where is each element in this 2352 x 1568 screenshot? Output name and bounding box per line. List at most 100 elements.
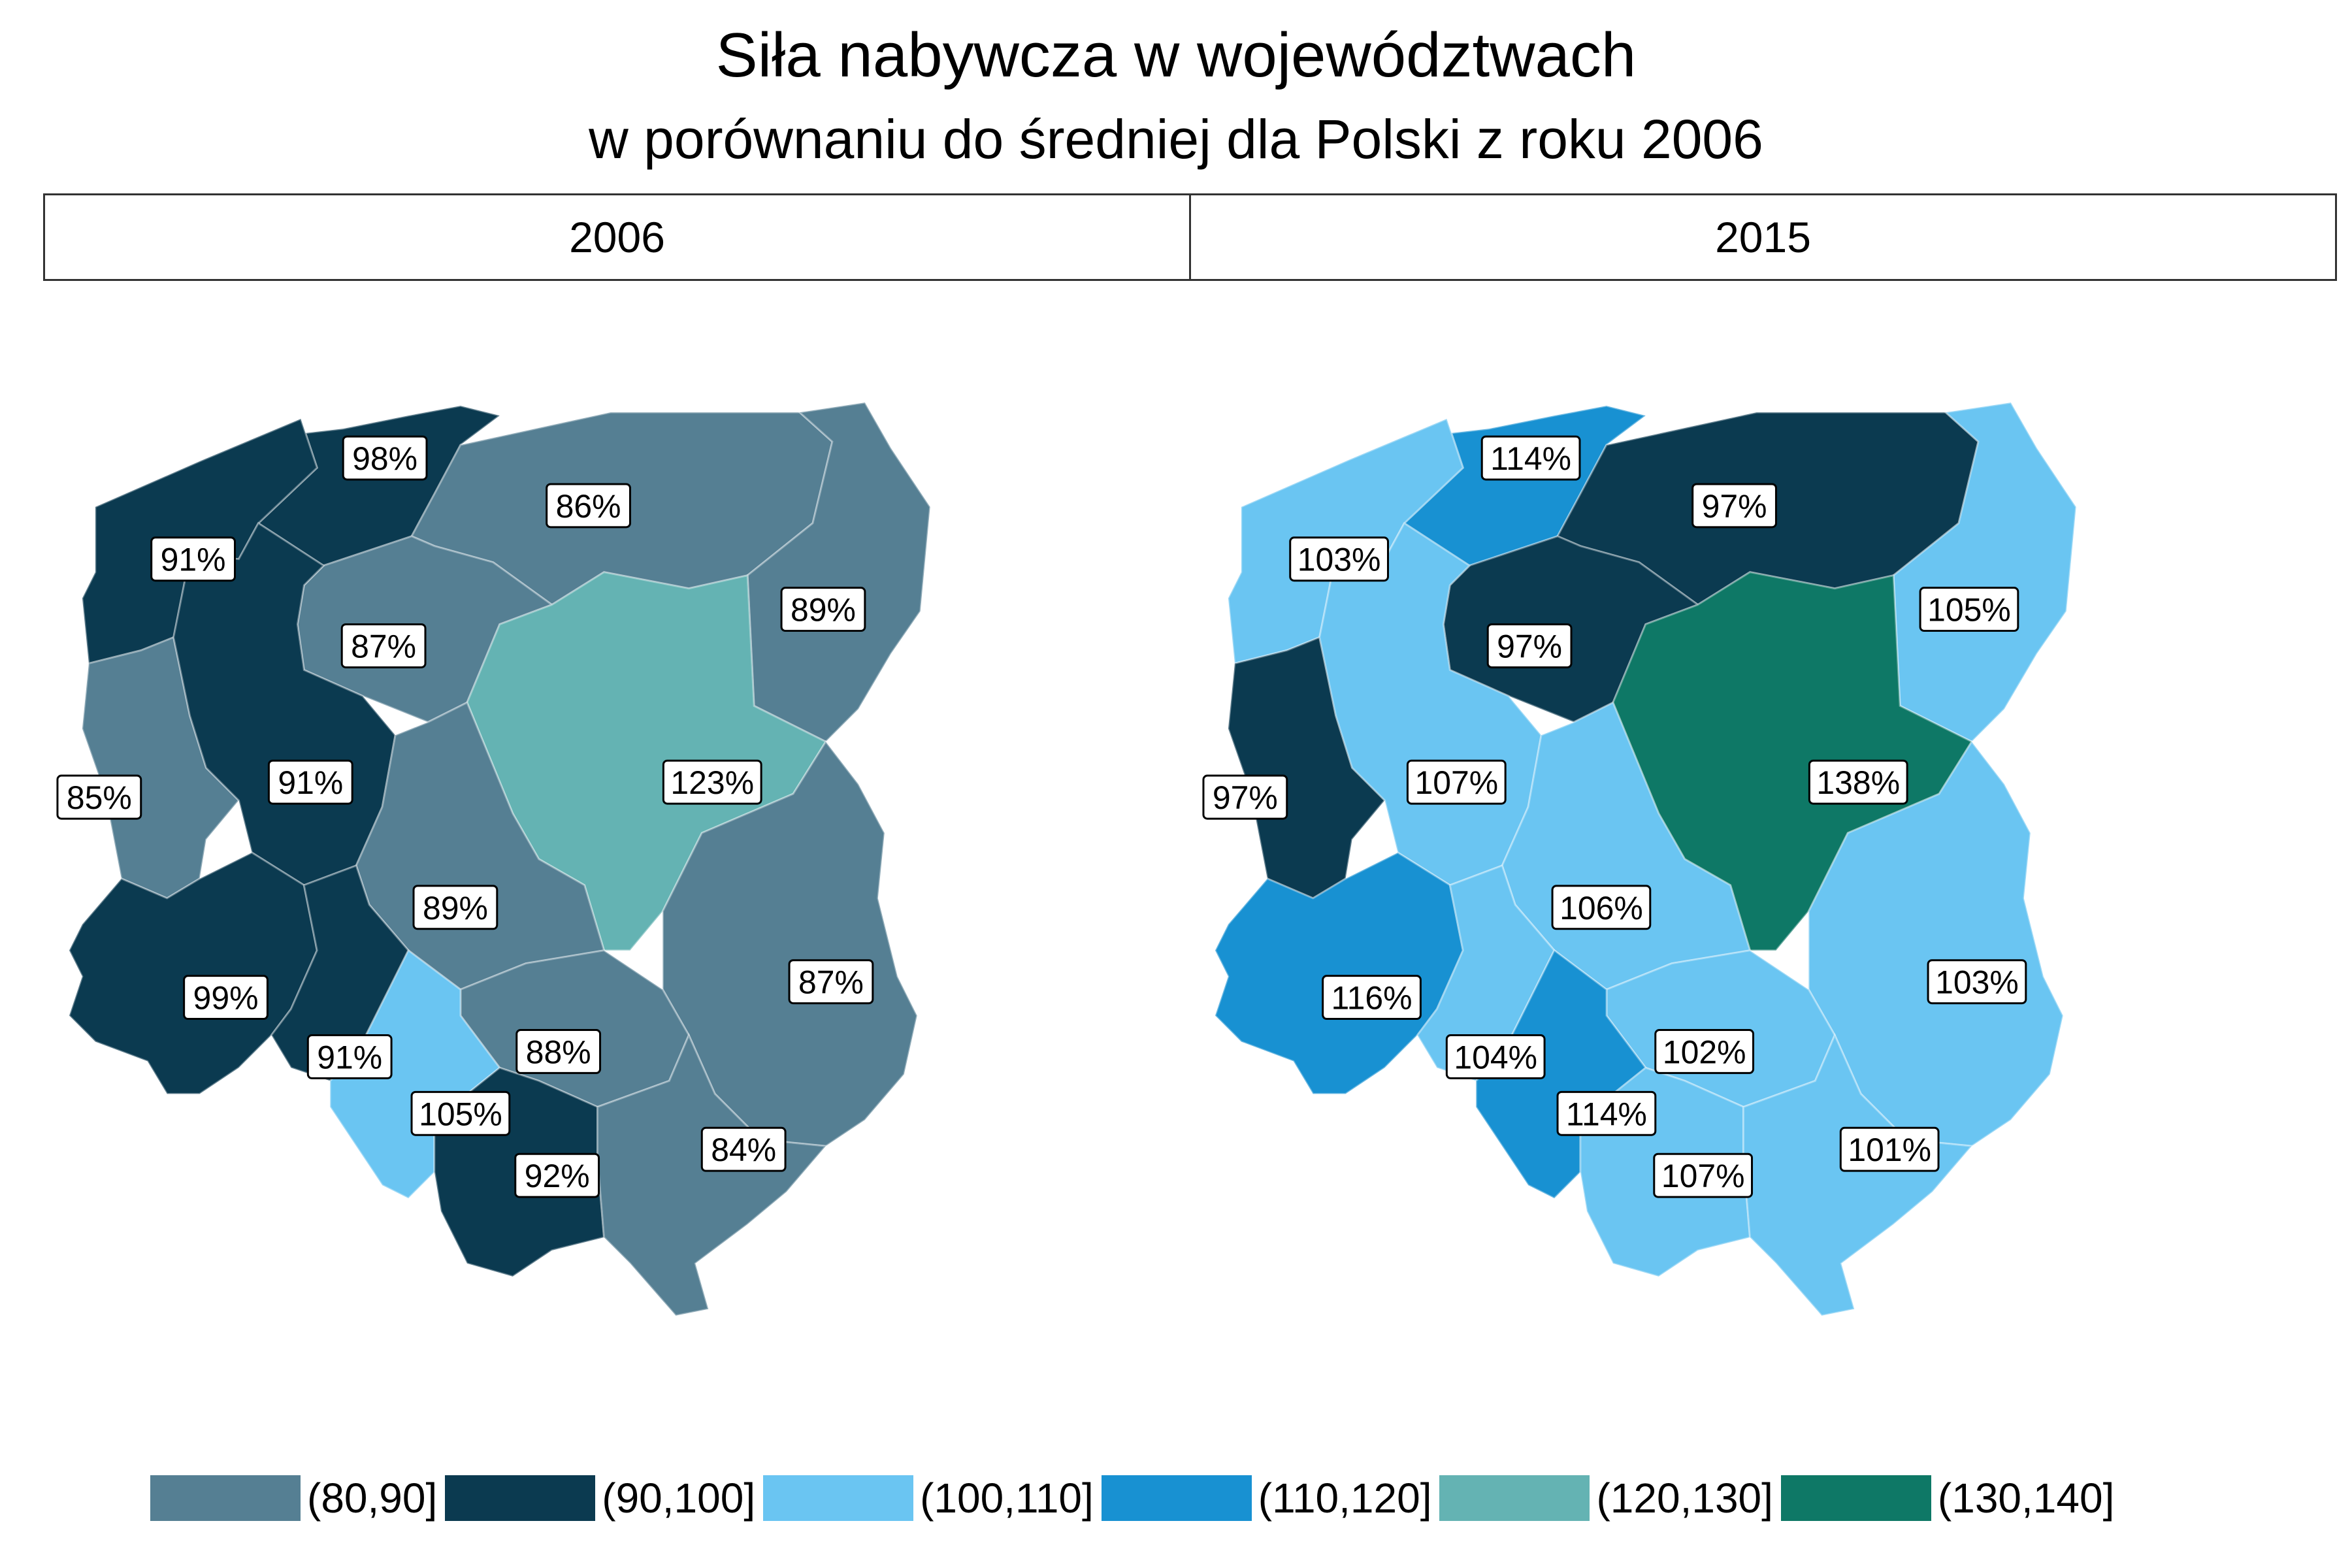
value-label-text: 87% [798, 964, 864, 1001]
value-label-box [1322, 975, 1422, 1021]
value-label-text: 104% [1454, 1039, 1537, 1075]
region-dolnoslaskie-2006 [68, 851, 318, 1095]
value-label-box [546, 483, 631, 529]
value-label-text: 91% [161, 542, 226, 578]
map-2015: 114% 103% 97% 105% 97% 97% 107% 138% 106% 103% 116… [1202, 401, 2078, 1317]
value-label-box [1202, 774, 1288, 820]
chart-title: Siła nabywcza w województwach [715, 20, 1637, 90]
legend-swatch-100-110 [763, 1475, 914, 1521]
value-label-box [780, 587, 866, 632]
value-label-lubuskie-2015: 97% [1202, 774, 1288, 820]
value-label-zachodniopomorskie-2006: 91% [150, 536, 236, 582]
chart-subtitle: w porównaniu do średniej dla Polski z ro… [589, 108, 1763, 170]
value-label-text: 116% [1331, 980, 1413, 1017]
panel-header-2015: 2015 [1189, 193, 2337, 281]
value-label-text: 97% [1213, 779, 1278, 816]
value-label-box [1406, 759, 1507, 805]
value-label-box [1839, 1126, 1940, 1172]
legend-label-130-140: (130,140] [1937, 1475, 2115, 1522]
value-label-box [1486, 623, 1573, 668]
value-label-text: 84% [711, 1132, 776, 1168]
value-label-box [1691, 483, 1777, 529]
value-label-wielkopolskie-2015: 107% [1406, 759, 1507, 805]
value-label-lodzkie-2006: 89% [412, 885, 498, 930]
value-label-mazowieckie-2015: 138% [1808, 759, 1908, 805]
value-label-text: 89% [791, 592, 856, 629]
legend-swatch-110-120 [1101, 1475, 1252, 1521]
region-podkarpackie-2015 [1742, 1032, 1974, 1317]
value-label-box [700, 1126, 787, 1172]
value-label-box [410, 1090, 511, 1136]
value-label-box [515, 1029, 602, 1074]
value-label-text: 98% [352, 440, 417, 477]
legend-label-90-100: (90,100] [602, 1475, 756, 1522]
value-label-box [1653, 1152, 1754, 1198]
value-label-box [183, 975, 269, 1021]
value-label-text: 85% [67, 779, 132, 816]
value-label-lubuskie-2006: 85% [56, 774, 142, 820]
value-label-box [1551, 885, 1652, 930]
legend-swatch-130-140 [1780, 1475, 1931, 1521]
legend-label-110-120: (110,120] [1258, 1475, 1432, 1522]
value-label-text: 91% [317, 1039, 382, 1075]
value-label-box [342, 435, 428, 481]
region-dolnoslaskie-2015 [1214, 851, 1464, 1095]
value-label-malopolskie-2006: 92% [514, 1152, 600, 1198]
value-label-opolskie-2015: 104% [1445, 1034, 1546, 1079]
value-label-podkarpackie-2015: 101% [1839, 1126, 1940, 1172]
legend-swatch-90-100 [445, 1475, 596, 1521]
value-label-pomorskie-2015: 114% [1480, 435, 1581, 481]
legend-label-80-90: (80,90] [307, 1475, 438, 1522]
value-label-kujawsko-pomorskie-2015: 97% [1486, 623, 1573, 668]
value-label-text: 89% [423, 890, 488, 926]
value-label-text: 92% [525, 1158, 590, 1194]
panel-header-2006: 2006 [43, 193, 1191, 281]
legend-swatch-80-90 [150, 1475, 301, 1521]
value-label-box [1808, 759, 1908, 805]
value-label-text: 91% [278, 764, 343, 801]
value-label-warminsko-mazurskie-2006: 86% [546, 483, 631, 529]
legend: (80,90] (90,100] (100,110] (110,120] (12… [150, 1474, 2122, 1522]
region-lubelskie-2006 [661, 740, 919, 1147]
legend-swatch-120-130 [1439, 1475, 1590, 1521]
value-label-text: 114% [1566, 1096, 1647, 1132]
value-label-box [1919, 587, 2019, 632]
value-label-swietokrzyskie-2015: 102% [1654, 1029, 1755, 1074]
value-label-warminsko-mazurskie-2015: 97% [1691, 483, 1777, 529]
value-label-box [1927, 959, 2027, 1005]
map-2006: 98% 91% 86% 89% 87% 85% 91% 123% 89% 87% 99% 91% 88%… [56, 401, 932, 1317]
value-label-text: 97% [1497, 628, 1562, 664]
value-label-pomorskie-2006: 98% [342, 435, 428, 481]
legend-label-100-110: (100,110] [920, 1475, 1094, 1522]
value-label-kujawsko-pomorskie-2006: 87% [340, 623, 427, 668]
value-label-dolnoslaskie-2015: 116% [1322, 975, 1422, 1021]
value-label-text: 123% [670, 764, 754, 801]
value-label-slaskie-2006: 105% [410, 1090, 511, 1136]
value-label-box [306, 1034, 393, 1079]
value-label-box [340, 623, 427, 668]
value-label-text: 107% [1661, 1158, 1745, 1194]
value-label-text: 101% [1848, 1132, 1931, 1168]
value-label-text: 103% [1298, 542, 1381, 578]
value-label-text: 88% [526, 1034, 591, 1070]
value-label-malopolskie-2015: 107% [1653, 1152, 1754, 1198]
value-label-box [1556, 1090, 1657, 1136]
value-label-swietokrzyskie-2006: 88% [515, 1029, 602, 1074]
value-label-opolskie-2006: 91% [306, 1034, 393, 1079]
value-label-box [1289, 536, 1389, 582]
value-label-podlaskie-2006: 89% [780, 587, 866, 632]
region-podlaskie-2006 [746, 401, 932, 743]
value-label-box [56, 774, 142, 820]
value-label-box [1445, 1034, 1546, 1079]
value-label-zachodniopomorskie-2015: 103% [1289, 536, 1389, 582]
value-label-mazowieckie-2006: 123% [662, 759, 762, 805]
region-podkarpackie-2006 [596, 1032, 828, 1317]
region-podlaskie-2015 [1892, 401, 2078, 743]
value-label-text: 86% [556, 488, 621, 525]
region-lubelskie-2015 [1807, 740, 2065, 1147]
value-label-lubelskie-2006: 87% [788, 959, 874, 1005]
legend-label-120-130: (120,130] [1596, 1475, 1773, 1522]
value-label-text: 138% [1816, 764, 1900, 801]
value-label-box [1480, 435, 1581, 481]
value-label-podlaskie-2015: 105% [1919, 587, 2019, 632]
